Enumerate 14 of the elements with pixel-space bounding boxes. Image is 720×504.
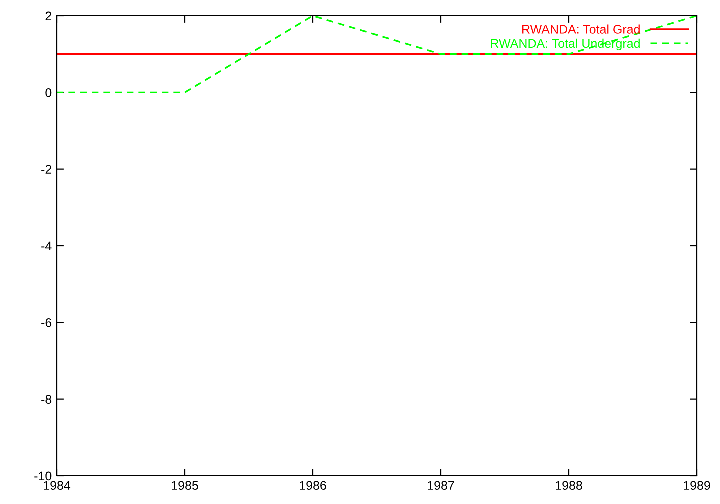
y-tick-label: -6	[42, 318, 52, 328]
y-tick-label: 2	[46, 12, 52, 21]
x-tick-label: 1985	[172, 481, 198, 490]
x-tick-label: 1986	[300, 481, 326, 490]
x-tick-label: 1988	[556, 481, 582, 490]
x-tick-label: 1984	[44, 481, 71, 490]
x-tick-label: 1989	[684, 481, 710, 490]
y-tick-label: -8	[42, 395, 52, 404]
legend-label: RWANDA: Total Grad	[522, 24, 640, 34]
y-tick-label: -4	[42, 242, 52, 251]
y-tick-label: -10	[34, 472, 52, 481]
y-tick-label: 0	[46, 88, 52, 98]
x-tick-label: 1987	[428, 481, 454, 490]
y-tick-label: -2	[42, 165, 52, 174]
